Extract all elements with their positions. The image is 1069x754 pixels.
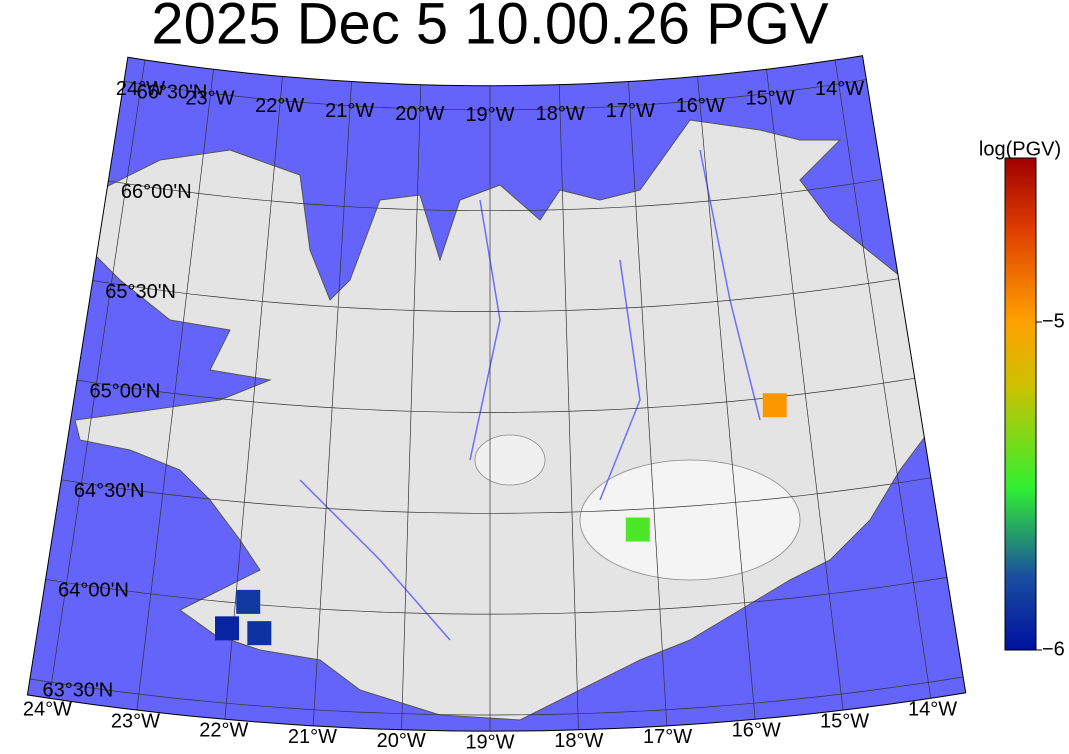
colorbar-label: log(PGV) xyxy=(979,138,1061,160)
parallel xyxy=(29,676,964,716)
glacier xyxy=(474,434,546,486)
lon-label-top: 15°W xyxy=(745,88,794,110)
lon-label-bottom: 24°W xyxy=(23,699,72,721)
lat-label: 66°00'N xyxy=(121,181,192,203)
station xyxy=(247,621,272,646)
meridian xyxy=(224,76,283,720)
station xyxy=(215,616,240,641)
axis-labels: 24°W 24°W 23°W 23°W 22°W 22°W 21°W 21°W 20°W 20°W… xyxy=(23,78,957,753)
parallel xyxy=(92,278,899,312)
lon-label-bottom: 20°W xyxy=(377,730,426,749)
parallel xyxy=(61,477,931,514)
lon-label-top: 21°W xyxy=(325,100,374,122)
map-frame xyxy=(26,55,967,732)
lon-label-bottom: 15°W xyxy=(820,710,869,732)
glacier xyxy=(579,459,801,581)
lon-label-top: 14°W xyxy=(815,78,864,100)
lat-label: 64°00'N xyxy=(58,580,129,602)
colorbar xyxy=(1004,157,1037,651)
colorbar-tick-label: −5 xyxy=(1042,310,1065,332)
lat-label: 64°30'N xyxy=(74,480,145,502)
lon-label-top: 19°W xyxy=(465,104,514,126)
parallel xyxy=(108,178,883,212)
lon-label-bottom: 18°W xyxy=(554,730,603,749)
lon-label-bottom: 17°W xyxy=(643,726,692,748)
parallel xyxy=(123,79,867,111)
lon-label-top: 23°W xyxy=(185,88,234,110)
lon-label-top: 17°W xyxy=(606,100,655,122)
lon-label-bottom: 16°W xyxy=(732,720,781,742)
lon-label-top: 16°W xyxy=(676,95,725,117)
lat-label: 65°30'N xyxy=(105,281,176,303)
lon-label-top: 22°W xyxy=(255,95,304,117)
lon-label-bottom: 19°W xyxy=(465,732,514,749)
meridian xyxy=(766,69,844,711)
meridian xyxy=(628,81,668,726)
colorbar-tick-label: −6 xyxy=(1042,638,1065,660)
lon-label-top: 18°W xyxy=(536,103,585,125)
station xyxy=(762,393,787,418)
meridian xyxy=(697,76,756,720)
stations xyxy=(215,393,787,646)
meridian xyxy=(312,81,352,726)
lon-label-bottom: 22°W xyxy=(199,720,248,742)
lat-label: 63°30'N xyxy=(42,679,113,701)
meridian xyxy=(48,59,146,699)
station xyxy=(236,589,261,614)
graticule xyxy=(29,59,964,732)
parallel xyxy=(45,577,948,615)
map-title: 2025 Dec 5 10.00.26 PGV xyxy=(151,0,828,56)
lon-label-top: 20°W xyxy=(395,103,444,125)
lat-label: 66°30'N xyxy=(137,82,208,104)
lat-label: 65°00'N xyxy=(90,380,161,402)
meridian xyxy=(401,84,422,730)
lon-label-bottom: 21°W xyxy=(288,726,337,748)
station xyxy=(625,517,650,542)
meridian xyxy=(136,69,214,711)
meridian xyxy=(834,59,932,699)
lon-label-bottom: 23°W xyxy=(111,710,160,732)
map-area xyxy=(27,55,966,732)
lon-label-bottom: 14°W xyxy=(908,699,957,721)
meridian xyxy=(558,84,579,730)
lon-label-top: 24°W xyxy=(116,78,165,100)
